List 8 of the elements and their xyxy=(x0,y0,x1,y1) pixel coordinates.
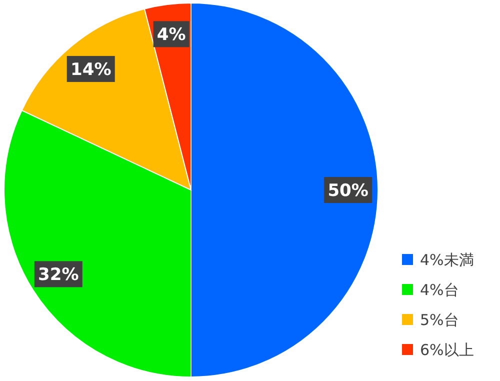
legend-label: 4%未満 xyxy=(420,251,474,269)
legend-label: 6%以上 xyxy=(420,341,474,359)
data-label: 14% xyxy=(70,60,112,80)
data-label: 4% xyxy=(156,25,186,46)
legend-label: 4%台 xyxy=(420,281,459,299)
data-label: 32% xyxy=(38,265,79,286)
data-label: 50% xyxy=(328,181,368,201)
legend-label: 5%台 xyxy=(420,311,459,329)
